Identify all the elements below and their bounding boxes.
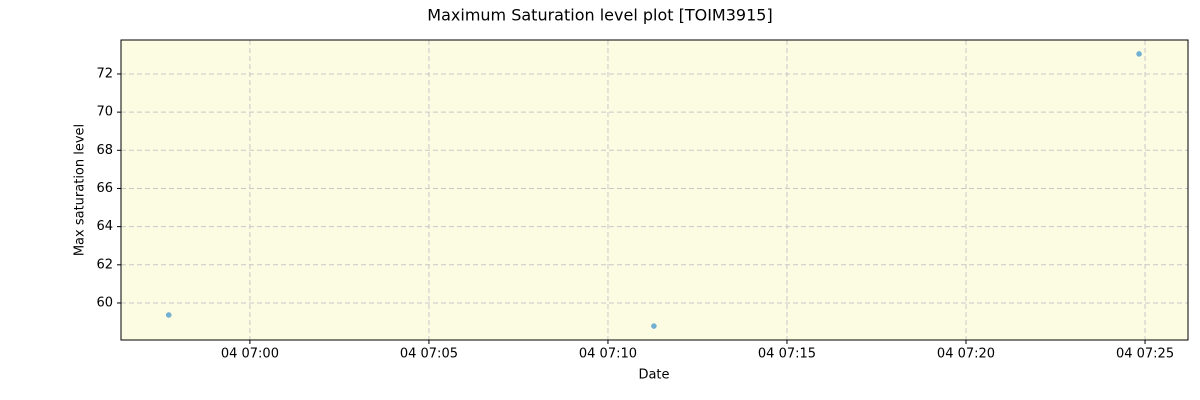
x-tick-label: 04 07:15 [758,347,816,362]
y-tick-label: 62 [96,257,113,272]
point [1136,51,1142,57]
point [165,312,172,318]
plot-area [121,40,1188,340]
plot-frame [120,39,1189,341]
y-tick-label: 66 [96,181,113,196]
x-tick-label: 04 07:25 [1116,347,1174,362]
y-tick-label: 60 [96,295,113,310]
y-tick-label: 70 [96,105,113,120]
y-tick-label: 64 [96,219,113,234]
point [651,323,657,329]
x-tick-label: 04 07:00 [221,347,279,362]
y-axis-label: Max saturation level [73,124,88,256]
x-axis-label: Date [638,368,669,383]
x-tick-label: 04 07:20 [937,347,995,362]
x-tick-label: 04 07:10 [579,347,637,362]
x-tick-label: 04 07:05 [400,347,458,362]
y-tick-label: 68 [96,143,113,158]
chart-title: Maximum Saturation level plot [TOIM3915] [427,6,772,25]
y-tick-label: 72 [96,66,113,81]
